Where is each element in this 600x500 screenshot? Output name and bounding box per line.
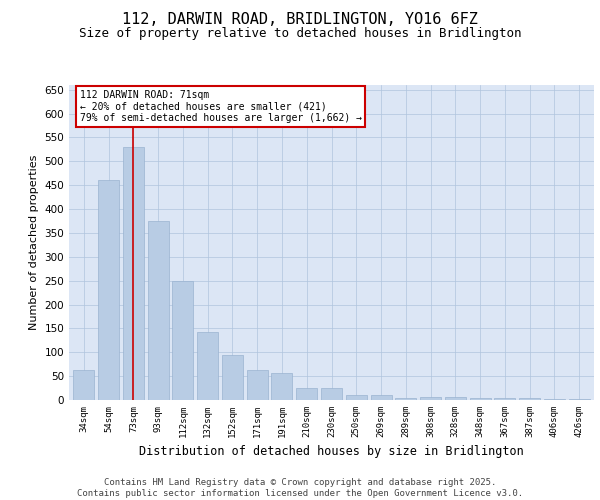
Bar	[420, 396, 441, 400]
Bar	[470, 398, 491, 400]
X-axis label: Distribution of detached houses by size in Bridlington: Distribution of detached houses by size …	[139, 446, 524, 458]
Bar	[544, 398, 565, 400]
Text: Size of property relative to detached houses in Bridlington: Size of property relative to detached ho…	[79, 28, 521, 40]
Y-axis label: Number of detached properties: Number of detached properties	[29, 155, 39, 330]
Bar	[247, 370, 268, 400]
Bar	[346, 395, 367, 400]
Bar	[148, 221, 169, 400]
Bar	[271, 373, 292, 400]
Bar	[222, 354, 243, 400]
Bar	[519, 398, 540, 400]
Text: 112, DARWIN ROAD, BRIDLINGTON, YO16 6FZ: 112, DARWIN ROAD, BRIDLINGTON, YO16 6FZ	[122, 12, 478, 28]
Bar	[445, 396, 466, 400]
Bar	[172, 280, 193, 400]
Bar	[296, 388, 317, 400]
Bar	[73, 370, 94, 400]
Bar	[123, 147, 144, 400]
Bar	[321, 388, 342, 400]
Bar	[569, 398, 590, 400]
Text: 112 DARWIN ROAD: 71sqm
← 20% of detached houses are smaller (421)
79% of semi-de: 112 DARWIN ROAD: 71sqm ← 20% of detached…	[79, 90, 361, 123]
Bar	[371, 395, 392, 400]
Bar	[494, 398, 515, 400]
Bar	[98, 180, 119, 400]
Bar	[395, 398, 416, 400]
Text: Contains HM Land Registry data © Crown copyright and database right 2025.
Contai: Contains HM Land Registry data © Crown c…	[77, 478, 523, 498]
Bar	[197, 332, 218, 400]
